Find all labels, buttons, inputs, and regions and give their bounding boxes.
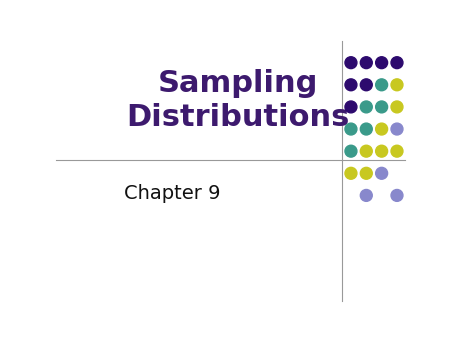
Ellipse shape [360, 123, 372, 135]
Text: Sampling
Distributions: Sampling Distributions [126, 69, 349, 132]
Ellipse shape [376, 145, 387, 157]
Ellipse shape [391, 190, 403, 201]
Ellipse shape [376, 79, 387, 91]
Ellipse shape [360, 57, 372, 69]
Ellipse shape [360, 101, 372, 113]
Ellipse shape [360, 190, 372, 201]
Ellipse shape [345, 57, 357, 69]
Ellipse shape [391, 79, 403, 91]
Ellipse shape [360, 145, 372, 157]
Ellipse shape [391, 57, 403, 69]
Text: Chapter 9: Chapter 9 [124, 184, 220, 203]
Ellipse shape [376, 101, 387, 113]
Ellipse shape [376, 57, 387, 69]
Ellipse shape [345, 79, 357, 91]
Ellipse shape [345, 145, 357, 157]
Ellipse shape [391, 145, 403, 157]
Ellipse shape [376, 123, 387, 135]
Ellipse shape [345, 123, 357, 135]
Ellipse shape [376, 167, 387, 179]
Ellipse shape [360, 167, 372, 179]
Ellipse shape [391, 123, 403, 135]
Ellipse shape [345, 167, 357, 179]
Ellipse shape [391, 101, 403, 113]
Ellipse shape [345, 101, 357, 113]
Ellipse shape [360, 79, 372, 91]
